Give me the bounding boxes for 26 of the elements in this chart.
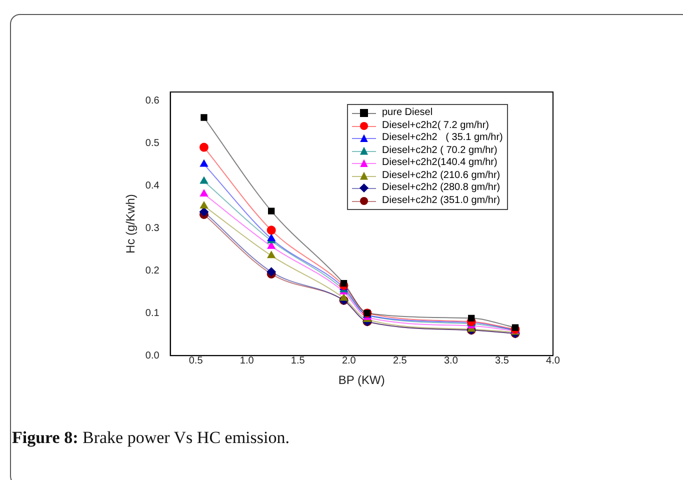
y-tick-label: 0.3 — [145, 222, 160, 234]
x-tick-label: 3.5 — [495, 355, 510, 366]
legend-label: Diesel+c2h2 (351.0 gm/hr) — [382, 194, 500, 207]
y-tick-label: 0.1 — [145, 308, 160, 319]
x-axis-title: BP (KW) — [338, 373, 385, 388]
y-tick-label: 0.4 — [145, 180, 160, 192]
y-axis-title: Hc (g/Kwh) — [124, 194, 138, 254]
x-tick-label: 3.0 — [444, 355, 458, 366]
x-tick-label: 1.0 — [240, 355, 254, 366]
legend-label: Diesel+c2h2 ( 35.1 gm/hr) — [382, 132, 503, 144]
legend-label: Diesel+c2h2(140.4 gm/hr) — [382, 157, 498, 170]
x-tick-label: 2.0 — [342, 355, 356, 366]
legend-label: Diesel+c2h2 (280.8 gm/hr) — [382, 182, 500, 194]
legend-label: pure Diesel — [382, 107, 433, 120]
y-tick-label: 0.0 — [145, 350, 160, 362]
legend-label: Diesel+c2h2( 7.2 gm/hr) — [382, 120, 489, 132]
y-tick-label: 0.5 — [145, 138, 160, 149]
x-tick-label: 4.0 — [546, 355, 560, 366]
legend-label: Diesel+c2h2 ( 70.2 gm/hr) — [382, 144, 498, 157]
x-tick-label: 1.5 — [290, 355, 306, 366]
x-tick-label: 2.5 — [392, 355, 408, 366]
legend-label: Diesel+c2h2 (210.6 gm/hr) — [382, 170, 500, 182]
caption: Figure 8: Brake power Vs HC emission. — [12, 428, 290, 448]
y-tick-label: 0.2 — [145, 265, 160, 276]
x-tick-label: 0.5 — [188, 355, 204, 366]
y-tick-label: 0.6 — [145, 95, 160, 106]
